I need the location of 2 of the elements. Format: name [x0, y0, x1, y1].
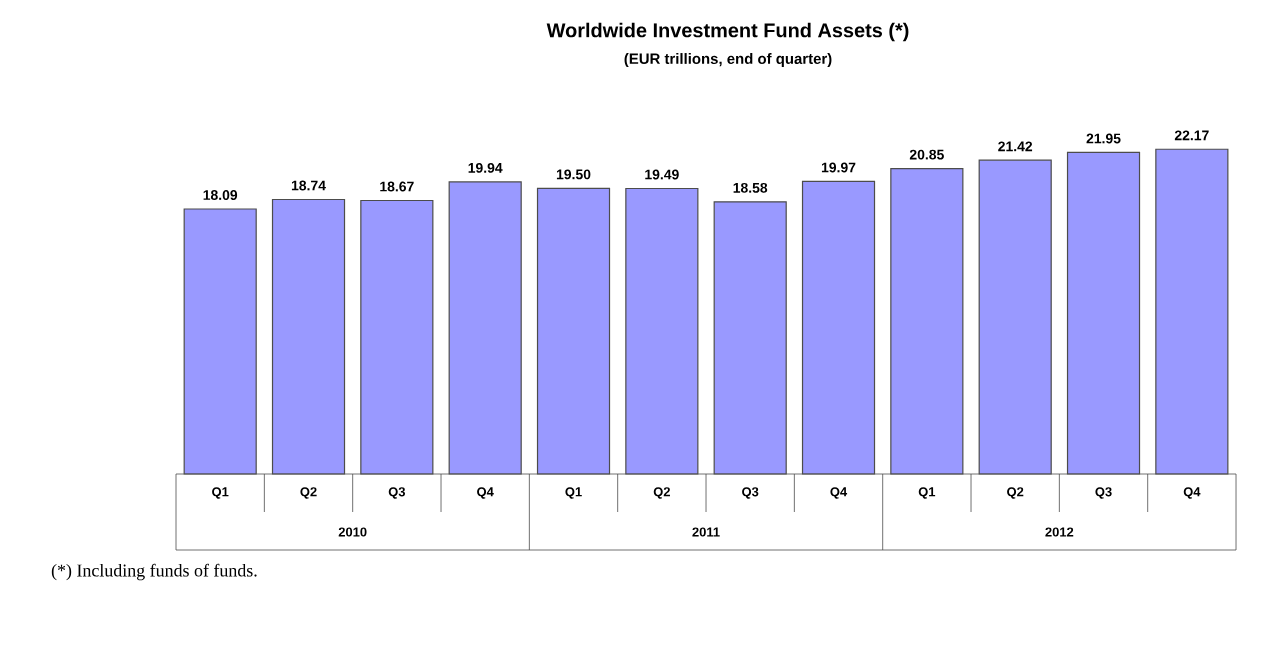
text: (*) Including funds of funds.: [51, 563, 257, 581]
chart-title: Worldwide Investment Fund Assets (*): [546, 22, 909, 42]
